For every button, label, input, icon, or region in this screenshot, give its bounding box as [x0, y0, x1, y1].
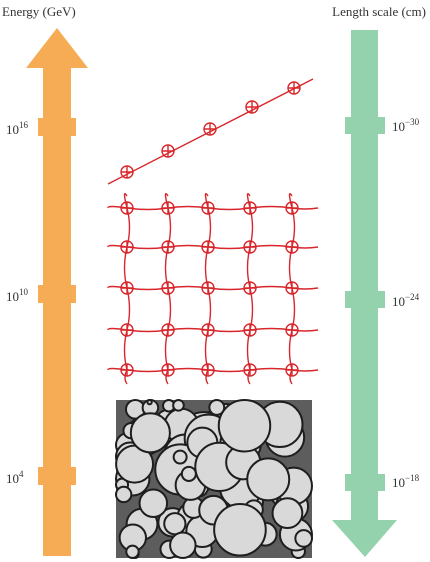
bubble [129, 412, 171, 454]
knot-cross [121, 202, 133, 214]
energy-arrow [26, 28, 88, 556]
knot-cross [286, 282, 298, 294]
scale-label: 1016 [6, 120, 29, 137]
left-title: Energy (GeV) [2, 4, 76, 19]
label-base: 10 [392, 294, 405, 309]
label-base: 10 [6, 471, 19, 486]
knot-cross [162, 364, 174, 376]
knot-cross [286, 364, 298, 376]
label-exponent: −18 [405, 473, 420, 483]
scale-label: 1010 [6, 287, 29, 304]
label-exponent: −30 [405, 117, 420, 127]
knot-cross [162, 202, 174, 214]
right-title: Length scale (cm) [332, 4, 426, 19]
scale-label: 104 [6, 469, 24, 486]
bubble [271, 497, 304, 530]
knot-cross [121, 166, 133, 178]
knot-cross [202, 364, 214, 376]
knot-cross [121, 364, 133, 376]
length-arrow [332, 30, 397, 557]
bubble [172, 399, 185, 412]
bubble [125, 544, 140, 559]
knot-cross [244, 202, 256, 214]
knot-cross [121, 241, 133, 253]
bubble [246, 457, 291, 502]
bubble [180, 465, 197, 482]
scale-label: 10−24 [392, 292, 420, 309]
bubble [208, 399, 226, 416]
bubble [172, 449, 188, 465]
knot-cross [162, 145, 174, 157]
knot-cross [202, 202, 214, 214]
knot-cross [244, 324, 256, 336]
knot-cross [121, 282, 133, 294]
bubble [163, 512, 187, 536]
knot-cross [162, 324, 174, 336]
label-base: 10 [6, 122, 19, 137]
knot-cross [286, 324, 298, 336]
knot-cross [288, 82, 300, 94]
knot-cross [202, 241, 214, 253]
knot-cross [204, 123, 216, 135]
knot-cross [162, 282, 174, 294]
label-exponent: 10 [19, 287, 29, 297]
knot-cross [244, 241, 256, 253]
knot-cross [162, 241, 174, 253]
label-base: 10 [6, 289, 19, 304]
knot-cross [286, 202, 298, 214]
knot-cross [121, 324, 133, 336]
label-exponent: −24 [405, 292, 420, 302]
bubble [217, 399, 272, 453]
bubble [294, 529, 314, 548]
label-base: 10 [392, 119, 405, 134]
bubble [115, 485, 133, 504]
bubble [213, 502, 267, 557]
scale-label: 10−18 [392, 473, 420, 490]
knot-cross [244, 364, 256, 376]
label-exponent: 16 [19, 120, 29, 130]
knot-cross [202, 324, 214, 336]
foam-image [114, 399, 314, 560]
bubble [146, 399, 153, 406]
knot-cross [246, 101, 258, 113]
label-exponent: 4 [19, 469, 24, 479]
scale-label: 10−30 [392, 117, 420, 134]
bubble [138, 488, 169, 519]
label-base: 10 [392, 475, 405, 490]
knot-cross [202, 282, 214, 294]
bubble [169, 531, 197, 559]
knot-cross [286, 241, 298, 253]
knot-cross [244, 282, 256, 294]
